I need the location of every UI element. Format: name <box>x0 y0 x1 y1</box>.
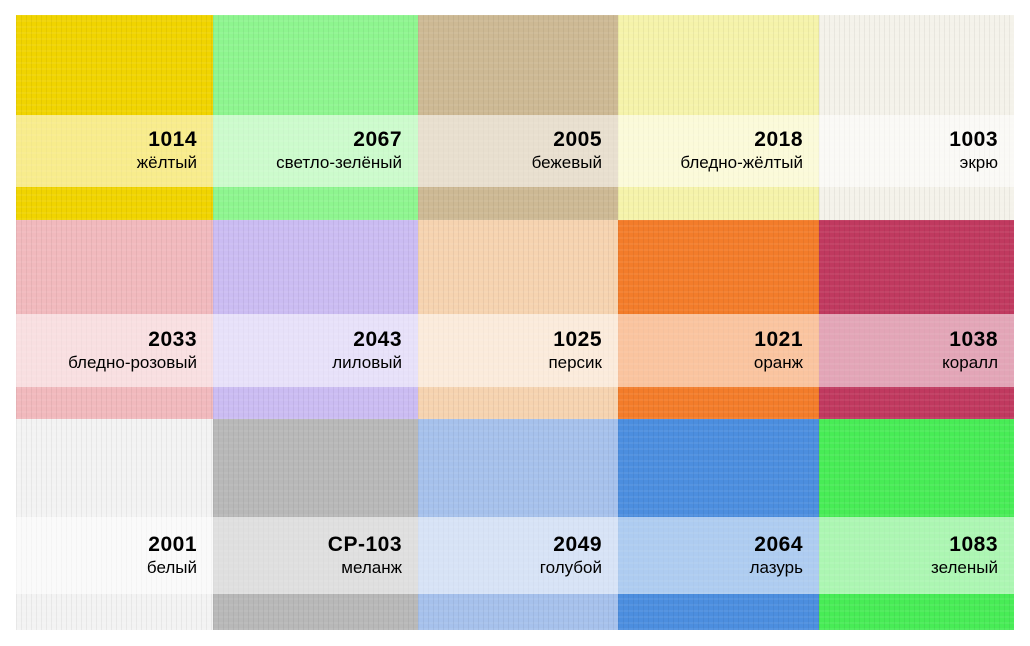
swatch-cp-103[interactable]: CP-103 меланж <box>213 419 418 630</box>
swatch-code: 2005 <box>553 128 602 151</box>
swatch-name: бледно-розовый <box>68 352 197 372</box>
swatch-code: 1025 <box>553 327 602 351</box>
swatch-label-band: 1021 оранж <box>618 314 819 387</box>
swatch-label-band: 2005 бежевый <box>418 115 618 187</box>
swatch-1003[interactable]: 1003 экрю <box>819 15 1014 220</box>
swatch-2005[interactable]: 2005 бежевый <box>418 15 618 220</box>
swatch-code: 2043 <box>353 327 402 351</box>
swatch-code: 2067 <box>353 128 402 151</box>
swatch-code: CP-103 <box>327 532 402 556</box>
swatch-label-band: 2049 голубой <box>418 517 618 594</box>
swatch-name: оранж <box>753 352 803 372</box>
swatch-2064[interactable]: 2064 лазурь <box>618 419 819 630</box>
swatch-label-band: CP-103 меланж <box>213 517 418 594</box>
swatch-name: лиловый <box>332 352 402 372</box>
swatch-name: лазурь <box>749 557 803 577</box>
swatch-1021[interactable]: 1021 оранж <box>618 220 819 419</box>
swatch-code: 1014 <box>148 128 197 151</box>
swatch-label-band: 1083 зеленый <box>819 517 1014 594</box>
swatch-label-band: 2033 бледно-розовый <box>16 314 213 387</box>
swatch-label-band: 1014 жёлтый <box>16 115 213 187</box>
swatch-2001[interactable]: 2001 белый <box>16 419 213 630</box>
swatch-name: белый <box>146 557 197 577</box>
swatch-label-band: 2001 белый <box>16 517 213 594</box>
swatch-2049[interactable]: 2049 голубой <box>418 419 618 630</box>
swatch-code: 2018 <box>754 128 803 151</box>
swatch-code: 2001 <box>148 532 197 556</box>
swatch-2018[interactable]: 2018 бледно-жёлтый <box>618 15 819 220</box>
swatch-label-band: 2067 светло-зелёный <box>213 115 418 187</box>
swatch-label-band: 2064 лазурь <box>618 517 819 594</box>
swatch-1038[interactable]: 1038 коралл <box>819 220 1014 419</box>
swatch-code: 2064 <box>754 532 803 556</box>
swatch-label-band: 2043 лиловый <box>213 314 418 387</box>
swatch-name: коралл <box>942 352 998 372</box>
swatch-1083[interactable]: 1083 зеленый <box>819 419 1014 630</box>
swatch-name: меланж <box>341 557 402 577</box>
swatch-name: голубой <box>539 557 602 577</box>
swatch-name: зеленый <box>931 557 998 577</box>
swatch-name: экрю <box>959 153 998 172</box>
swatch-label-band: 1038 коралл <box>819 314 1014 387</box>
swatch-code: 2049 <box>553 532 602 556</box>
color-swatch-grid: 1014 жёлтый 2067 светло-зелёный 2005 беж… <box>16 15 1014 630</box>
swatch-label-band: 1003 экрю <box>819 115 1014 187</box>
swatch-1014[interactable]: 1014 жёлтый <box>16 15 213 220</box>
swatch-name: бледно-жёлтый <box>680 153 803 172</box>
swatch-code: 1003 <box>949 128 998 151</box>
swatch-code: 1021 <box>754 327 803 351</box>
swatch-name: светло-зелёный <box>276 153 402 172</box>
swatch-code: 2033 <box>148 327 197 351</box>
swatch-code: 1083 <box>949 532 998 556</box>
swatch-name: бежевый <box>531 153 602 172</box>
swatch-2067[interactable]: 2067 светло-зелёный <box>213 15 418 220</box>
swatch-name: персик <box>548 352 602 372</box>
swatch-2043[interactable]: 2043 лиловый <box>213 220 418 419</box>
swatch-code: 1038 <box>949 327 998 351</box>
swatch-2033[interactable]: 2033 бледно-розовый <box>16 220 213 419</box>
swatch-label-band: 2018 бледно-жёлтый <box>618 115 819 187</box>
swatch-label-band: 1025 персик <box>418 314 618 387</box>
swatch-name: жёлтый <box>136 153 197 172</box>
swatch-1025[interactable]: 1025 персик <box>418 220 618 419</box>
